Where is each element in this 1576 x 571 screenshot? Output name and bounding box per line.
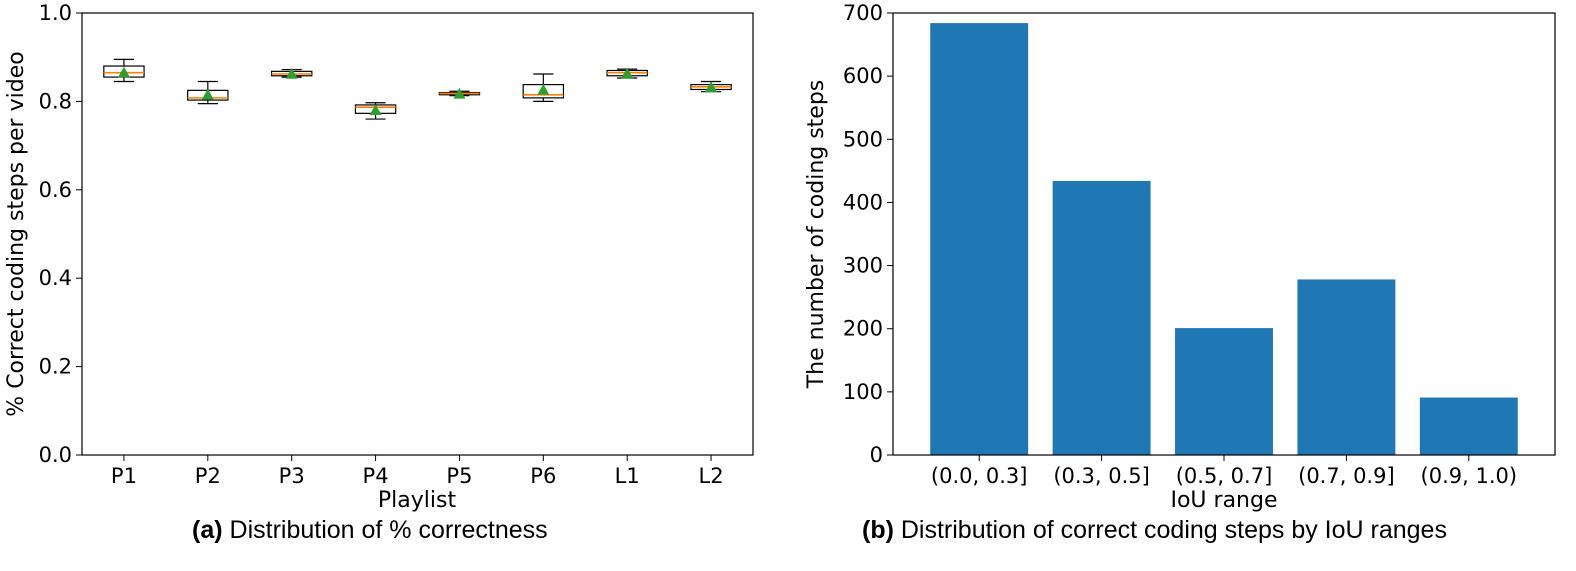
boxplot-y-tick-label: 0.6 [39,178,72,202]
boxplot-x-tick-label: L2 [699,464,724,488]
bar-chart-y-tick-label: 500 [843,127,883,151]
caption-a-label: (a) [192,516,223,544]
bar-chart-x-tick-label: (0.9, 1.0) [1421,464,1518,488]
bar-chart-y-tick-label: 600 [843,64,883,88]
boxplot-y-ticks: 0.0 0.2 0.4 0.6 0.8 1.0 [39,1,82,467]
bar-2 [1052,180,1151,455]
box-mean-marker [621,67,634,79]
box-L1 [606,67,648,79]
bar-chart-y-ticks: 0 100 200 300 400 500 600 700 [843,1,893,467]
bar-chart-x-axis-label: IoU range [1170,488,1277,513]
box-P4 [354,102,397,120]
bar-1 [930,23,1029,456]
bar-chart-y-tick-label: 300 [843,254,883,278]
boxplot-y-tick-label: 0.4 [39,266,72,290]
bar-4 [1297,279,1396,455]
box-mean-marker [201,88,214,100]
box-P5 [438,87,481,99]
bar-chart-x-tick-label: (0.5, 0.7] [1176,464,1273,488]
boxplot-x-tick-label: P4 [363,464,389,488]
boxplot-x-tick-label: P2 [195,464,221,488]
caption-a: (a) Distribution of % correctness [192,516,548,545]
bar-chart-plot-frame [892,12,1556,456]
box-mean-marker [537,83,550,95]
box-P2 [187,80,229,105]
boxplot-chart: 0.0 0.2 0.4 0.6 0.8 1.0 P1 P2 P3 P4 P5 P6 L1 L2 Play… [4,1,754,513]
boxplot-x-tick-label: P5 [446,464,472,488]
caption-a-text: Distribution of % correctness [222,516,548,544]
boxplot-y-tick-label: 0.0 [39,443,72,467]
boxplot-y-tick-label: 0.8 [39,89,72,113]
bar-chart-y-tick-label: 400 [843,190,883,214]
box-mean-marker [285,67,298,79]
bar-chart-y-tick-label: 200 [843,317,883,341]
boxplot-x-tick-label: L1 [615,464,640,488]
box-P6 [522,73,565,103]
bar-chart-x-tick-label: (0.0, 0.3] [931,464,1028,488]
boxplot-x-tick-label: P1 [111,464,137,488]
box-mean-marker [453,87,466,99]
boxplot-y-tick-label: 1.0 [39,1,72,25]
bar-5 [1419,397,1518,455]
box-mean-marker [117,66,130,78]
bar-3 [1175,328,1273,455]
bar-chart: 0 100 200 300 400 500 600 700 (0.0, 0.3] (0.3, 0… [804,1,1556,513]
bar-chart-y-tick-label: 100 [843,380,883,404]
box-P1 [103,58,145,83]
box-L2 [690,80,732,93]
bar-chart-y-axis-label: The number of coding steps [804,80,829,390]
bar-chart-y-tick-label: 0 [870,443,883,467]
bar-chart-x-ticks: (0.0, 0.3] (0.3, 0.5] (0.5, 0.7] (0.7, 0.9]… [931,455,1517,488]
boxplot-x-axis-label: Playlist [378,488,457,513]
boxplot-x-tick-label: P3 [279,464,305,488]
caption-b-label: (b) [862,516,894,544]
box-mean-marker [705,81,718,93]
bar-chart-y-tick-label: 700 [843,1,883,25]
box-mean-marker [369,104,382,116]
caption-b-text: Distribution of correct coding steps by … [893,516,1447,544]
bar-chart-x-tick-label: (0.7, 0.9] [1298,464,1395,488]
boxplot-y-axis-label: % Correct coding steps per video [4,51,29,416]
bar-chart-marks [930,23,1518,456]
caption-b: (b) Distribution of correct coding steps… [862,516,1447,545]
boxplot-x-tick-label: P6 [530,464,556,488]
boxplot-plot-frame [81,12,754,456]
boxplot-x-ticks: P1 P2 P3 P4 P5 P6 L1 L2 [111,455,724,488]
boxplot-y-tick-label: 0.2 [39,355,72,379]
bar-chart-x-tick-label: (0.3, 0.5] [1053,464,1150,488]
box-P3 [270,67,313,79]
boxplot-marks [103,58,732,120]
